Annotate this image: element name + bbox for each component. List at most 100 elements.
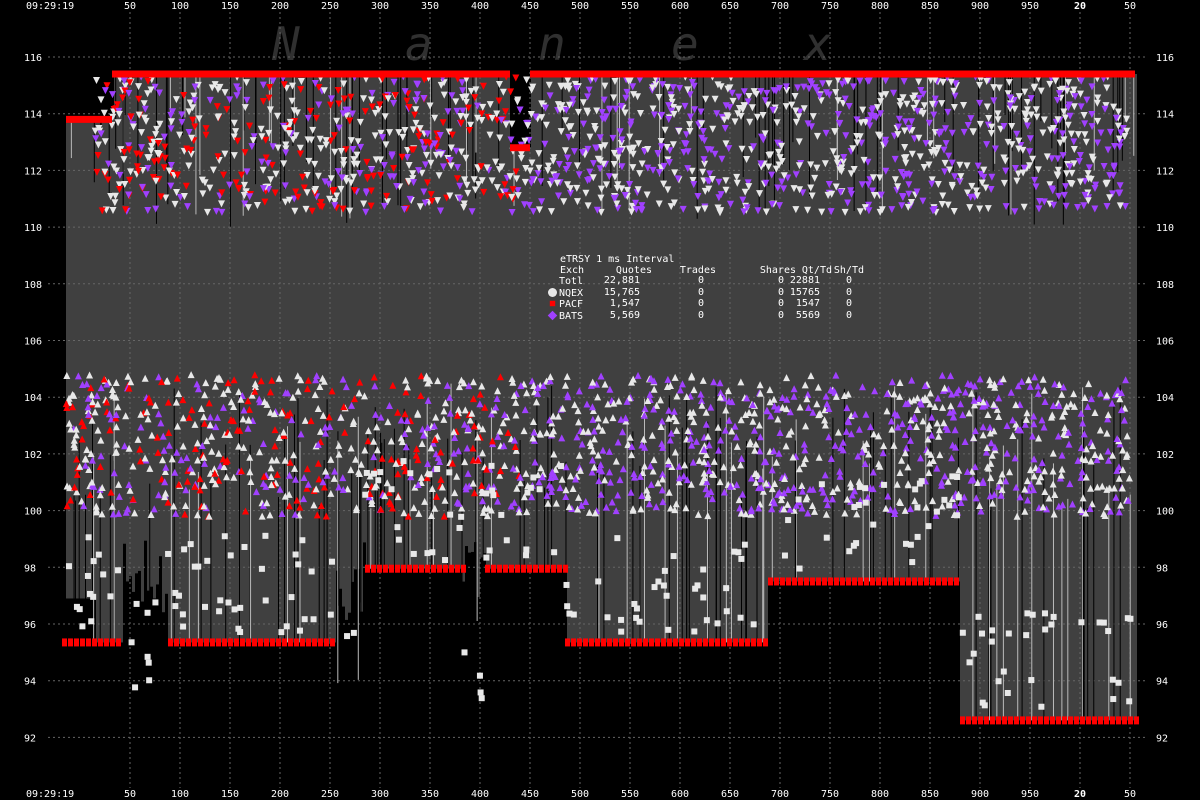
nqex-ask-marker xyxy=(1057,94,1065,102)
nqex-ask-marker xyxy=(671,169,679,177)
nqex-ask-marker xyxy=(556,106,564,114)
bats-ask-marker xyxy=(420,188,428,196)
nqex-ask-marker xyxy=(934,180,942,188)
nqex-ask-marker xyxy=(733,173,741,181)
spread-column xyxy=(222,74,225,643)
spread-column xyxy=(360,74,363,612)
nqex-ask-marker xyxy=(290,107,298,115)
nqex-bid-marker xyxy=(489,487,496,494)
pacf-bid-marker xyxy=(215,476,223,484)
spread-column xyxy=(915,74,918,582)
spread-column xyxy=(903,74,906,582)
nqex-ask-marker xyxy=(1076,178,1084,186)
spread-column xyxy=(564,74,567,569)
nqex-bid-marker xyxy=(751,446,759,454)
nqex-ask-marker xyxy=(412,119,420,127)
nqex-ask-marker xyxy=(199,190,207,198)
bats-bid-marker xyxy=(739,490,747,498)
nqex-bid-marker xyxy=(612,457,620,465)
bats-bid-marker xyxy=(501,411,509,419)
nqex-bid-marker xyxy=(478,382,486,390)
bats-bid-marker xyxy=(862,410,870,418)
stats-header-trades: Trades xyxy=(679,264,716,276)
nqex-bid-marker xyxy=(200,413,208,421)
bats-ask-marker xyxy=(105,160,113,168)
nqex-ask-marker xyxy=(288,97,296,105)
bats-ask-marker xyxy=(931,95,939,103)
nbbo-bid-block xyxy=(413,564,418,573)
spread-column xyxy=(318,74,321,643)
nqex-bid-marker xyxy=(384,418,392,426)
nqex-bid-marker xyxy=(847,483,855,491)
stats-quotes: 15,765 xyxy=(603,286,640,298)
nqex-bid-marker xyxy=(76,606,83,613)
pacf-bid-marker xyxy=(511,443,519,451)
watermark-letter: x xyxy=(802,17,834,71)
spread-column xyxy=(885,74,888,582)
pacf-bid-marker xyxy=(453,411,461,419)
bats-ask-marker xyxy=(602,113,610,121)
bats-ask-marker xyxy=(877,191,885,199)
nbbo-bid-block xyxy=(739,638,744,647)
bats-bid-marker xyxy=(941,472,949,480)
nqex-ask-marker xyxy=(257,125,265,133)
nqex-ask-marker xyxy=(915,78,923,86)
nqex-ask-marker xyxy=(416,125,424,133)
nqex-bid-marker xyxy=(1122,452,1130,460)
bats-bid-marker xyxy=(658,417,666,425)
bats-bid-marker xyxy=(430,422,438,430)
nqex-bid-marker xyxy=(431,504,439,512)
nqex-bid-marker xyxy=(468,409,476,417)
pacf-bid-marker xyxy=(200,419,208,427)
nqex-ask-marker xyxy=(1070,103,1078,111)
pacf-bid-marker xyxy=(414,456,422,464)
bats-bid-marker xyxy=(1003,421,1011,429)
bats-ask-marker xyxy=(868,107,876,115)
y-tick-label-left: 106 xyxy=(24,337,42,348)
bats-ask-marker xyxy=(1002,167,1010,175)
spread-column xyxy=(72,119,75,599)
nbbo-ask-line xyxy=(66,115,112,123)
stats-exch-label: NQEX xyxy=(559,287,584,299)
bats-bid-marker xyxy=(446,393,454,401)
nqex-bid-marker xyxy=(1025,376,1033,384)
legend-swatch xyxy=(548,287,557,297)
nqex-ask-marker xyxy=(462,76,470,84)
nqex-ask-marker xyxy=(188,134,196,142)
nqex-bid-marker xyxy=(723,608,730,615)
nqex-bid-marker xyxy=(330,474,338,482)
nqex-ask-marker xyxy=(988,123,996,131)
nqex-bid-marker xyxy=(224,385,232,393)
bats-ask-marker xyxy=(1097,129,1105,137)
nqex-bid-marker xyxy=(350,629,357,636)
pacf-bid-marker xyxy=(284,411,292,419)
nqex-bid-marker xyxy=(688,373,696,381)
nqex-bid-marker xyxy=(288,594,295,601)
spread-column xyxy=(798,74,801,582)
nbbo-bid-block xyxy=(294,638,299,647)
nbbo-bid-block xyxy=(948,577,953,586)
spread-column xyxy=(93,119,96,599)
nqex-ask-marker xyxy=(729,97,737,105)
spread-column xyxy=(933,74,936,582)
pacf-ask-marker xyxy=(161,154,169,162)
spread-column xyxy=(117,74,120,643)
nbbo-bid-block xyxy=(607,638,612,647)
bats-ask-marker xyxy=(680,149,688,157)
bats-bid-marker xyxy=(790,385,798,393)
bats-ask-marker xyxy=(902,118,910,126)
spread-column xyxy=(219,74,222,643)
nqex-ask-marker xyxy=(765,163,773,171)
nqex-bid-marker xyxy=(206,469,214,477)
nqex-bid-marker xyxy=(137,410,145,418)
nbbo-bid-block xyxy=(691,638,696,647)
nqex-bid-marker xyxy=(1127,615,1134,622)
nqex-bid-marker xyxy=(948,494,956,502)
pacf-ask-marker xyxy=(330,132,338,140)
bats-bid-marker xyxy=(942,423,950,431)
nqex-bid-marker xyxy=(989,499,997,507)
nqex-bid-marker xyxy=(128,639,135,646)
spread-column xyxy=(207,74,210,643)
nqex-bid-marker xyxy=(373,446,381,454)
nbbo-bid-block xyxy=(637,638,642,647)
